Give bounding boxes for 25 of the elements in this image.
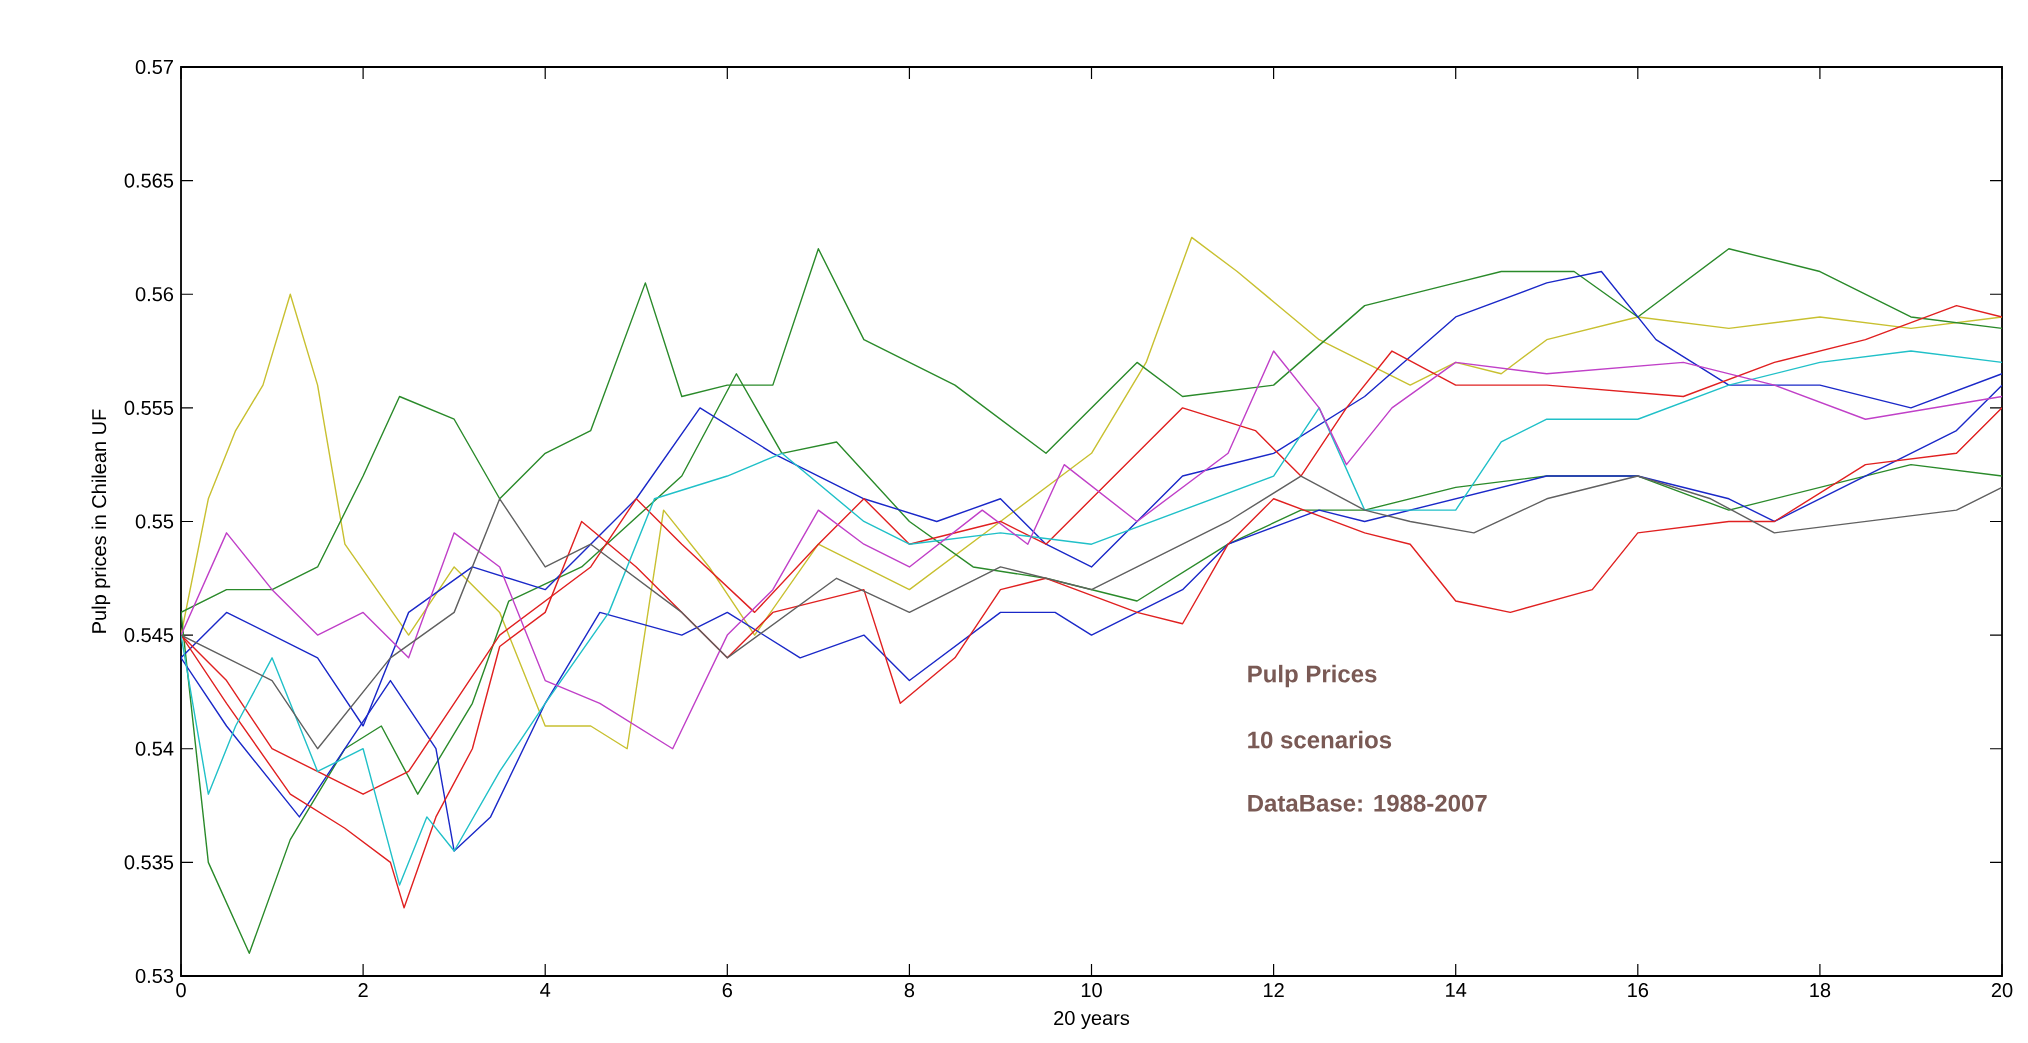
- x-tick-label: 2: [358, 983, 368, 998]
- y-axis-title: Pulp prices in Chilean UF: [91, 409, 111, 633]
- x-tick-label: 4: [540, 983, 551, 997]
- x-tick-label: 6: [722, 983, 733, 998]
- x-tick-label: 18: [1810, 983, 1831, 998]
- x-tick-label: 8: [904, 983, 915, 998]
- x-tick-label: 12: [1264, 983, 1284, 998]
- annotation: 10 scenarios: [1248, 730, 1392, 749]
- y-tick-label: 0.55: [135, 514, 174, 529]
- y-tick-label: 0.56: [135, 287, 174, 302]
- y-tick-label: 0.53: [135, 968, 174, 984]
- y-tick-label: 0.565: [124, 173, 174, 188]
- y-tick-label: 0.54: [135, 741, 174, 756]
- x-tick-label: 16: [1628, 983, 1649, 998]
- annotation: Pulp Prices: [1248, 664, 1377, 688]
- annotation: DataBase: 1988-2007: [1248, 794, 1487, 812]
- y-tick-label: 0.535: [124, 855, 174, 870]
- y-tick-label: 0.57: [135, 59, 173, 75]
- x-axis-title: 20 years: [1054, 1010, 1130, 1030]
- x-tick-label: 10: [1081, 983, 1102, 998]
- y-tick-label: 0.555: [124, 400, 174, 415]
- x-tick-label: 0: [176, 983, 186, 998]
- x-tick-label: 14: [1446, 983, 1467, 997]
- y-tick-label: 0.545: [124, 628, 174, 643]
- x-tick-label: 20: [1991, 983, 2013, 998]
